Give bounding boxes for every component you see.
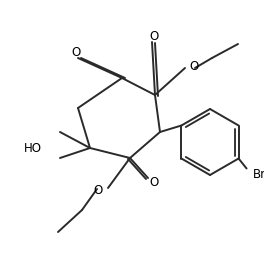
Text: O: O	[149, 176, 159, 188]
Text: Br: Br	[253, 168, 264, 181]
Text: O: O	[149, 29, 159, 42]
Text: O: O	[71, 45, 81, 58]
Text: O: O	[189, 59, 198, 72]
Text: HO: HO	[24, 141, 42, 154]
Text: O: O	[94, 184, 103, 198]
